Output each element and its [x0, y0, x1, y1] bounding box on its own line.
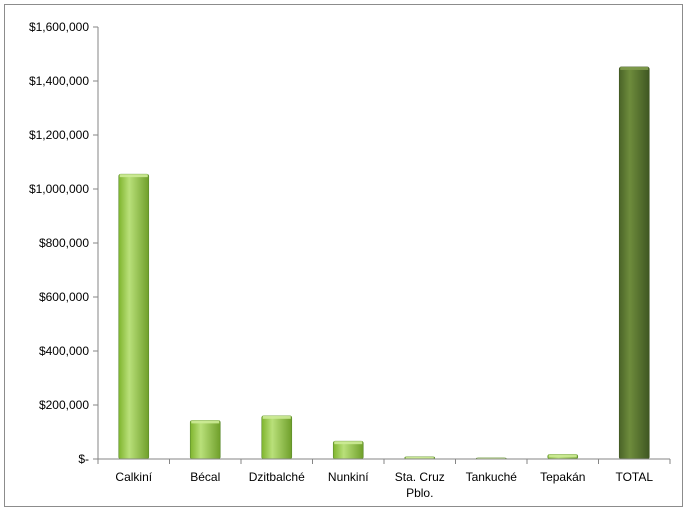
x-tick-label: Calkiní — [115, 470, 152, 484]
bar-cap — [548, 454, 577, 458]
bar-cap — [334, 441, 363, 445]
bar-cap — [405, 456, 434, 459]
x-tick-label: Bécal — [190, 470, 220, 484]
y-tick-label: $1,000,000 — [29, 182, 89, 196]
bar-cap — [620, 66, 649, 70]
x-tick-label: Nunkiní — [328, 470, 369, 484]
y-tick-label: $- — [78, 452, 89, 466]
x-tick-label: TOTAL — [615, 470, 653, 484]
bar-calkin[interactable] — [118, 173, 150, 460]
bar-cap — [191, 420, 220, 424]
bar-total[interactable] — [618, 66, 650, 460]
y-tick-label: $400,000 — [39, 344, 89, 358]
y-tick-label: $1,200,000 — [29, 128, 89, 142]
bar-cap — [262, 415, 291, 419]
bar-dzitbalch[interactable] — [261, 415, 293, 460]
x-tick-label: Sta. Cruz Pblo. — [395, 470, 445, 500]
y-tick-label: $1,400,000 — [29, 74, 89, 88]
x-tick-label: Dzitbalché — [249, 470, 305, 484]
y-tick-label: $600,000 — [39, 290, 89, 304]
bar-b-cal[interactable] — [189, 420, 221, 460]
y-tick-label: $1,600,000 — [29, 20, 89, 34]
bar-cap — [119, 174, 148, 178]
bar-cap — [477, 457, 506, 459]
y-tick-label: $800,000 — [39, 236, 89, 250]
chart-frame — [4, 4, 683, 507]
y-tick-label: $200,000 — [39, 398, 89, 412]
x-tick-label: Tepakán — [540, 470, 585, 484]
x-tick-label: Tankuché — [466, 470, 518, 484]
